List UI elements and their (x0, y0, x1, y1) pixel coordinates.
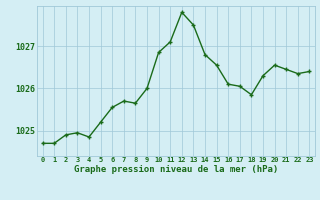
X-axis label: Graphe pression niveau de la mer (hPa): Graphe pression niveau de la mer (hPa) (74, 165, 278, 174)
